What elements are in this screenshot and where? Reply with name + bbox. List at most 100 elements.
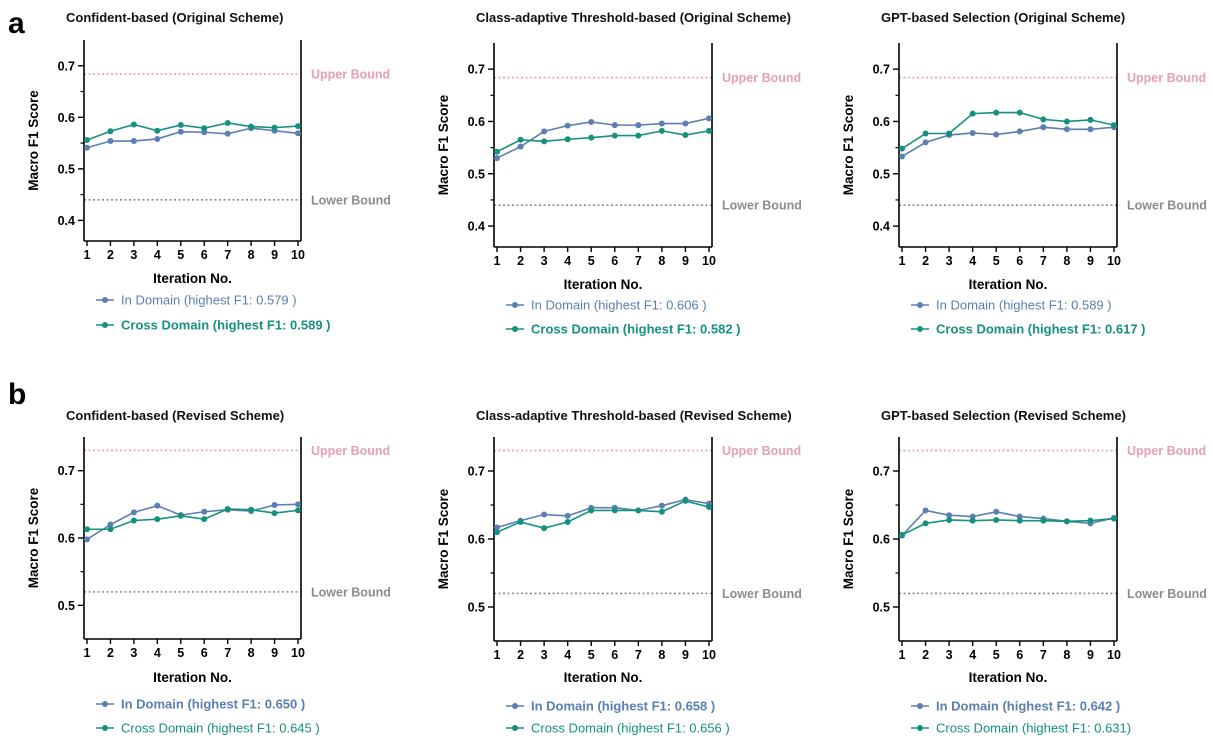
x-tick-label: 3 — [541, 254, 548, 268]
x-tick-label: 3 — [946, 648, 953, 662]
series-1-point — [565, 513, 571, 519]
x-tick-label: 4 — [154, 646, 161, 660]
x-tick-label: 4 — [969, 254, 976, 268]
series-2-point — [612, 507, 618, 513]
chart-6: GPT-based Selection (Revised Scheme) Uppe… — [841, 408, 1207, 736]
series-1-point — [494, 155, 500, 161]
series-2-point — [494, 149, 500, 155]
series-1-point — [659, 503, 665, 509]
series-2-point — [635, 133, 641, 139]
panel-letter-a: a — [8, 7, 25, 40]
series-line-1 — [87, 504, 298, 539]
x-tick-label: 4 — [969, 648, 976, 662]
x-tick-label: 4 — [154, 248, 161, 262]
legend-entry: In Domain (highest F1: 0.606 ) — [531, 298, 707, 313]
series-2-point — [1017, 518, 1023, 524]
series-2-point — [706, 128, 712, 134]
legend-entry: In Domain (highest F1: 0.650 ) — [121, 697, 305, 712]
series-2-point — [1040, 518, 1046, 524]
x-tick-label: 5 — [177, 646, 184, 660]
series-2-point — [201, 125, 207, 131]
series-2-point — [84, 526, 90, 532]
y-tick-label: 0.7 — [468, 465, 485, 479]
lower-bound-label: Lower Bound — [1127, 199, 1207, 213]
legend-swatch-point — [917, 725, 923, 731]
series-1-point — [272, 502, 278, 508]
y-tick-label: 0.6 — [58, 111, 75, 125]
x-tick-label: 9 — [682, 254, 689, 268]
chart-title: Confident-based (Revised Scheme) — [66, 408, 284, 423]
series-2-point — [518, 137, 524, 143]
lower-bound-label: Lower Bound — [311, 585, 391, 599]
series-1-point — [659, 121, 665, 127]
series-2-point — [107, 128, 113, 134]
legend-entry: Cross Domain (highest F1: 0.617 ) — [936, 322, 1146, 337]
x-tick-label: 7 — [1040, 254, 1047, 268]
series-1-point — [682, 121, 688, 127]
y-axis-label: Macro F1 Score — [841, 488, 856, 589]
series-1-point — [131, 509, 137, 515]
series-2-point — [107, 526, 113, 532]
legend-swatch-point — [102, 297, 108, 303]
x-tick-label: 5 — [588, 648, 595, 662]
x-tick-label: 7 — [635, 254, 642, 268]
series-2-point — [295, 123, 301, 129]
series-2-point — [970, 518, 976, 524]
series-1-point — [993, 509, 999, 515]
series-2-point — [923, 130, 929, 136]
legend-swatch-point — [917, 703, 923, 709]
x-tick-label: 8 — [1063, 648, 1070, 662]
series-2-point — [899, 532, 905, 538]
y-axis-label: Macro F1 Score — [26, 487, 41, 588]
x-tick-label: 5 — [993, 648, 1000, 662]
series-line-1 — [902, 127, 1114, 156]
x-tick-label: 1 — [494, 648, 501, 662]
series-2-point — [248, 124, 254, 130]
x-tick-label: 8 — [658, 648, 665, 662]
series-2-point — [899, 146, 905, 152]
series-2-point — [541, 138, 547, 144]
series-2-point — [272, 510, 278, 516]
series-1-point — [923, 507, 929, 513]
lower-bound-label: Lower Bound — [722, 199, 802, 213]
series-2-point — [682, 498, 688, 504]
x-axis-label: Iteration No. — [564, 670, 643, 685]
series-line-2 — [497, 501, 709, 532]
series-2-point — [635, 507, 641, 513]
series-1-point — [565, 123, 571, 129]
y-tick-label: 0.5 — [873, 167, 890, 181]
series-2-point — [946, 517, 952, 523]
legend-swatch-point — [102, 725, 108, 731]
series-2-point — [1111, 516, 1117, 522]
x-axis-label: Iteration No. — [153, 271, 232, 286]
legend-swatch-point — [512, 302, 518, 308]
series-1-point — [178, 129, 184, 135]
upper-bound-label: Upper Bound — [311, 68, 390, 82]
series-2-point — [178, 513, 184, 519]
series-1-point — [201, 509, 207, 515]
upper-bound-label: Upper Bound — [1127, 444, 1206, 458]
legend-entry: Cross Domain (highest F1: 0.589 ) — [121, 318, 331, 333]
legend-entry: In Domain (highest F1: 0.642 ) — [936, 699, 1120, 714]
series-2-point — [248, 507, 254, 513]
chart-title: GPT-based Selection (Revised Scheme) — [881, 408, 1126, 423]
series-1-point — [1040, 124, 1046, 130]
upper-bound-label: Upper Bound — [311, 444, 390, 458]
series-1-point — [588, 119, 594, 125]
y-tick-label: 0.5 — [468, 601, 485, 615]
y-tick-label: 0.6 — [468, 115, 485, 129]
legend-entry: Cross Domain (highest F1: 0.645 ) — [121, 721, 320, 736]
series-2-point — [1064, 118, 1070, 124]
series-line-1 — [87, 128, 298, 148]
upper-bound-label: Upper Bound — [722, 71, 801, 85]
series-2-point — [565, 136, 571, 142]
x-tick-label: 6 — [611, 648, 618, 662]
series-2-point — [154, 516, 160, 522]
series-1-point — [295, 501, 301, 507]
y-tick-label: 0.4 — [468, 220, 485, 234]
series-line-1 — [497, 500, 709, 528]
series-1-point — [899, 154, 905, 160]
series-2-point — [541, 525, 547, 531]
x-tick-label: 1 — [899, 648, 906, 662]
